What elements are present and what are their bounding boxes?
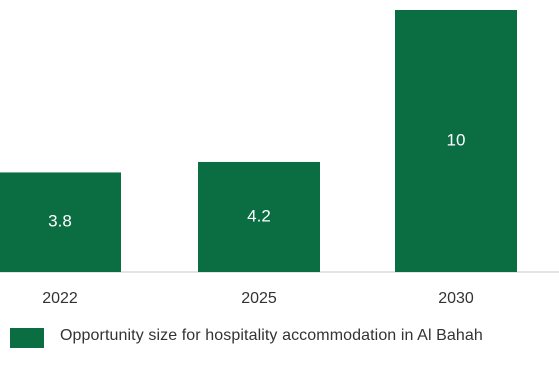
x-tick-label-2030: 2030 bbox=[438, 290, 474, 307]
legend-swatch bbox=[10, 328, 44, 348]
bar-2022 bbox=[0, 172, 121, 272]
x-tick-label-2022: 2022 bbox=[42, 290, 78, 307]
x-tick-label-2025: 2025 bbox=[241, 290, 277, 307]
legend: Opportunity size for hospitality accommo… bbox=[10, 326, 520, 348]
bar-chart: 3.8 4.2 10 2022 2025 2030 bbox=[0, 10, 559, 307]
data-label-2022: 3.8 bbox=[48, 212, 72, 231]
data-label-2025: 4.2 bbox=[247, 206, 271, 225]
bar-2030 bbox=[395, 10, 517, 272]
data-label-2030: 10 bbox=[447, 130, 466, 149]
legend-label: Opportunity size for hospitality accommo… bbox=[60, 327, 483, 344]
bar-2025 bbox=[198, 161, 320, 272]
